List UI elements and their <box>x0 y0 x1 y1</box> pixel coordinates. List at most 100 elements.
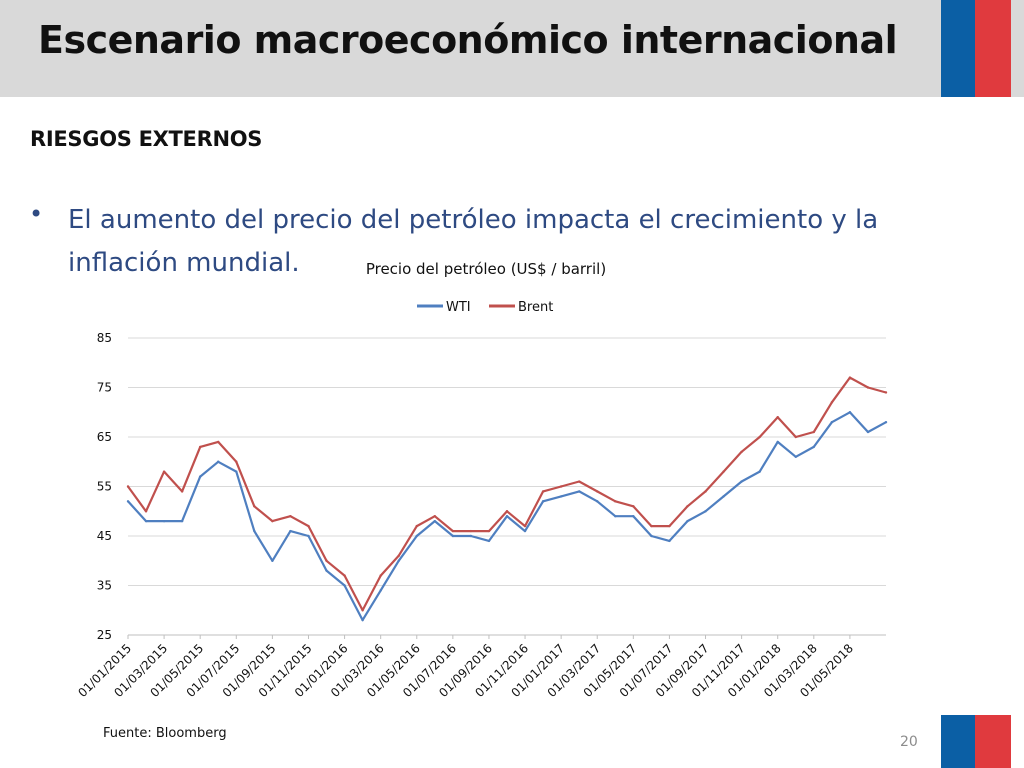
data-point-wti <box>596 500 599 503</box>
data-point-wti <box>397 559 400 562</box>
data-point-brent <box>235 460 238 463</box>
data-point-brent <box>343 574 346 577</box>
y-tick-label: 35 <box>97 579 112 593</box>
data-point-wti <box>668 539 671 543</box>
data-point-wti <box>776 440 779 444</box>
y-tick-label: 45 <box>97 529 112 543</box>
data-point-wti <box>180 519 184 523</box>
data-point-brent <box>776 416 779 419</box>
data-point-brent <box>162 470 166 473</box>
data-point-brent <box>415 524 418 528</box>
data-point-wti <box>126 500 130 503</box>
data-point-brent <box>397 554 400 557</box>
data-point-brent <box>704 490 707 493</box>
legend-label-wti: WTI <box>446 300 471 315</box>
section-heading: RIESGOS EXTERNOS <box>30 127 263 151</box>
data-point-wti <box>469 534 473 538</box>
data-point-brent <box>559 485 563 488</box>
data-point-wti <box>379 589 382 592</box>
page-number: 20 <box>900 734 918 750</box>
flag-red-stripe <box>975 715 1011 768</box>
data-point-wti <box>704 510 707 513</box>
data-point-brent <box>253 505 256 508</box>
data-point-brent <box>596 490 599 493</box>
data-point-brent <box>451 529 455 533</box>
data-point-brent <box>650 524 653 528</box>
flag-red-stripe <box>975 0 1011 97</box>
data-point-brent <box>848 376 852 379</box>
data-point-brent <box>758 435 761 439</box>
data-point-brent <box>325 559 328 562</box>
data-point-brent <box>126 485 130 488</box>
data-point-brent <box>614 500 617 503</box>
data-point-wti <box>650 534 653 538</box>
data-point-brent <box>577 480 581 483</box>
data-point-brent <box>812 430 816 434</box>
data-point-brent <box>361 609 364 612</box>
data-point-wti <box>686 519 689 523</box>
data-point-brent <box>487 529 491 533</box>
data-point-wti <box>343 584 346 587</box>
data-point-brent <box>379 574 382 577</box>
data-point-wti <box>577 490 581 493</box>
data-point-wti <box>271 559 274 562</box>
data-point-wti <box>505 515 509 518</box>
data-point-wti <box>758 470 761 473</box>
data-point-wti <box>614 515 617 518</box>
data-point-brent <box>271 519 274 523</box>
data-point-wti <box>162 519 166 523</box>
data-point-brent <box>433 515 437 518</box>
y-tick-label: 25 <box>97 628 112 642</box>
corner-flag-top <box>941 0 1011 97</box>
data-point-wti <box>812 445 816 449</box>
data-point-wti <box>433 519 437 523</box>
data-point-brent <box>180 490 184 493</box>
data-point-brent <box>722 470 725 473</box>
flag-blue-stripe <box>941 0 975 97</box>
data-point-wti <box>884 420 888 424</box>
data-point-brent <box>668 524 671 528</box>
data-point-brent <box>632 505 635 508</box>
series-line-brent <box>127 376 887 612</box>
data-point-wti <box>632 515 635 518</box>
data-point-brent <box>541 490 545 493</box>
y-tick-label: 65 <box>97 430 112 444</box>
y-tick-label: 55 <box>97 480 112 494</box>
data-point-brent <box>884 391 888 394</box>
data-point-brent <box>830 401 834 404</box>
data-point-wti <box>487 539 491 543</box>
data-point-brent <box>686 505 689 508</box>
corner-flag-bottom <box>941 715 1011 768</box>
data-point-wti <box>866 430 870 434</box>
slide-title: Escenario macroeconómico internacional <box>38 18 898 62</box>
bullet-icon: • <box>29 200 44 228</box>
data-point-wti <box>523 529 527 533</box>
data-point-wti <box>559 495 563 498</box>
data-point-wti <box>830 420 834 424</box>
data-point-brent <box>307 524 310 528</box>
chart-title: Precio del petróleo (US$ / barril) <box>366 260 606 278</box>
flag-blue-stripe <box>941 715 975 768</box>
data-point-brent <box>794 435 797 439</box>
data-point-wti <box>198 475 202 478</box>
data-point-wti <box>541 500 545 503</box>
slide-header: Escenario macroeconómico internacional <box>0 0 1024 97</box>
data-point-wti <box>722 495 725 498</box>
source-note: Fuente: Bloomberg <box>103 726 227 741</box>
data-point-brent <box>866 386 870 389</box>
data-point-brent <box>144 510 148 513</box>
data-point-wti <box>217 460 220 463</box>
data-point-wti <box>451 534 455 538</box>
data-point-brent <box>505 510 509 513</box>
data-point-brent <box>740 450 743 454</box>
data-point-brent <box>469 529 473 533</box>
data-point-wti <box>144 519 148 523</box>
data-point-wti <box>307 534 310 538</box>
data-point-wti <box>361 618 364 622</box>
data-point-wti <box>740 480 743 483</box>
data-point-wti <box>235 470 238 473</box>
oil-price-chart: Precio del petróleo (US$ / barril) WTI Bre… <box>75 260 888 700</box>
data-point-wti <box>325 569 328 572</box>
data-point-wti <box>415 534 418 538</box>
bullet-text: El aumento del precio del petróleo impac… <box>68 205 879 278</box>
